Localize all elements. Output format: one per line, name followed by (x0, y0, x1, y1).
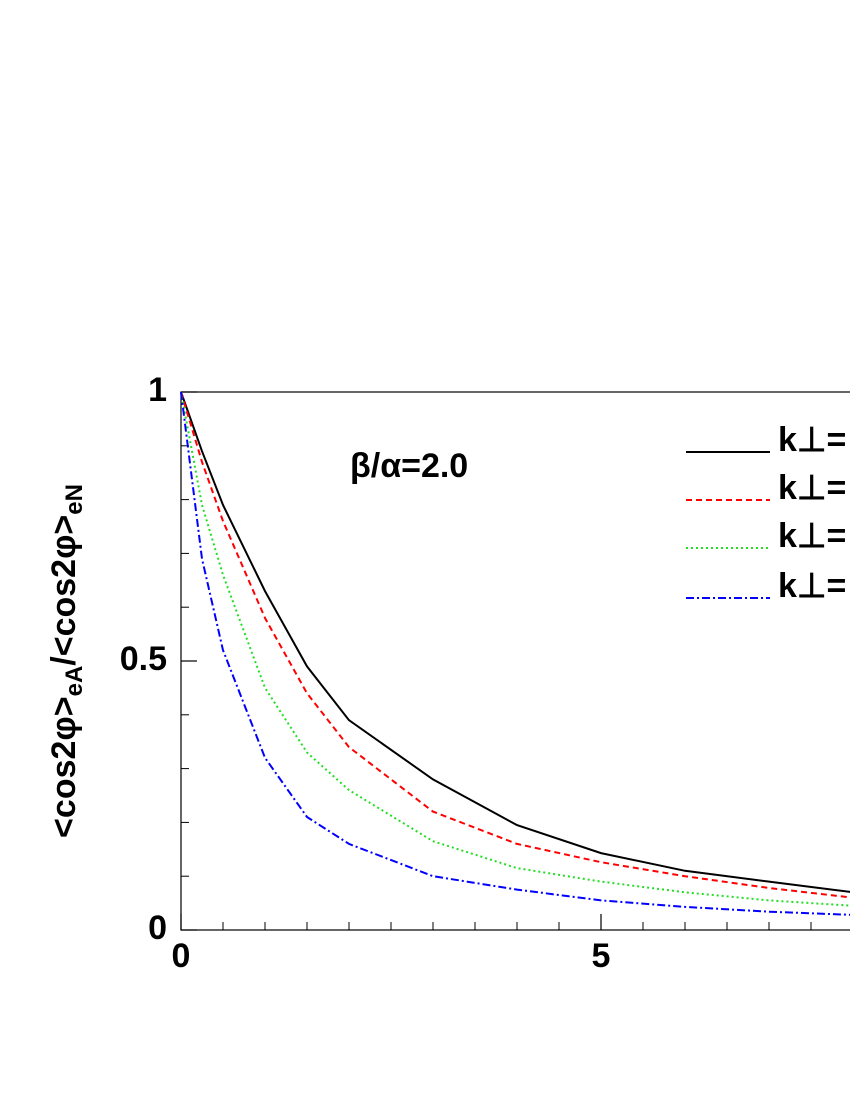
x-tick-label: 0 (172, 937, 191, 975)
series-line (180, 391, 850, 916)
legend-label: k⊥= (778, 469, 846, 507)
legend-label: k⊥= (778, 421, 846, 459)
y-label-part: eA (61, 666, 88, 697)
y-label-part: <cos2φ> (45, 696, 83, 838)
series-line (180, 391, 850, 907)
legend-label: k⊥= (778, 567, 846, 605)
y-label-part: eN (61, 484, 88, 515)
y-tick-label: 0.5 (120, 640, 167, 678)
series-line (180, 391, 850, 893)
y-label-part: /<cos2φ> (45, 515, 83, 666)
annotation: β/α=2.0 (350, 447, 468, 485)
plot-frame (180, 391, 850, 931)
y-axis-label: <cos2φ>eA/<cos2φ>eN (45, 484, 88, 838)
y-tick-label: 0 (148, 909, 167, 947)
y-tick-label: 1 (148, 371, 167, 409)
legend-label: k⊥= (778, 517, 846, 555)
series-line (180, 391, 850, 899)
x-tick-label: 5 (592, 937, 611, 975)
